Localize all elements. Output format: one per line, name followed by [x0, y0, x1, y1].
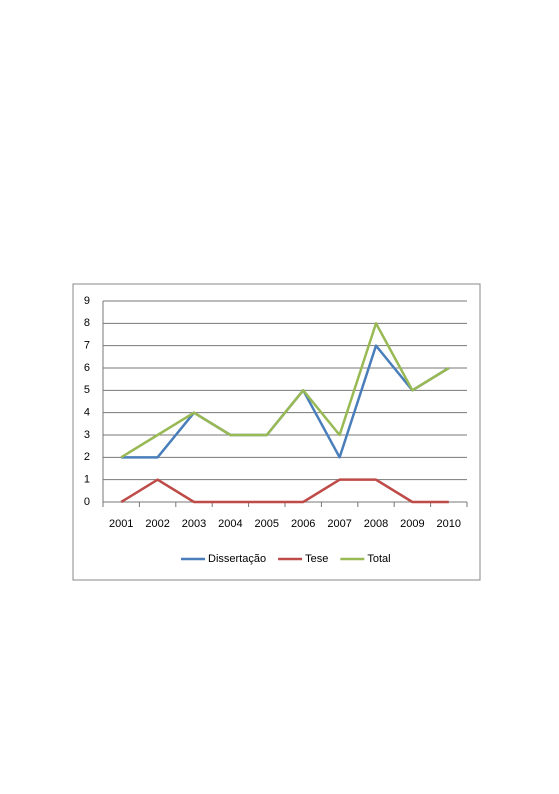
x-tick-label: 2003	[182, 518, 206, 530]
y-tick-label: 2	[84, 451, 90, 463]
y-tick-label: 3	[84, 429, 90, 441]
y-tick-label: 6	[84, 362, 90, 374]
legend-label: Tese	[305, 553, 328, 565]
y-tick-label: 0	[84, 496, 90, 508]
y-tick-label: 4	[84, 407, 90, 419]
series-line	[120, 478, 449, 504]
y-tick-label: 1	[84, 474, 90, 486]
y-tick-label: 7	[84, 340, 90, 352]
x-tick-label: 2004	[218, 518, 242, 530]
x-tick-label: 2002	[145, 518, 169, 530]
legend-label: Dissertação	[208, 553, 266, 565]
x-tick-label: 2006	[291, 518, 315, 530]
x-tick-label: 2008	[364, 518, 388, 530]
legend-label: Total	[367, 553, 390, 565]
y-tick-label: 9	[84, 295, 90, 307]
chart-frame	[72, 283, 481, 581]
x-tick-label: 2007	[327, 518, 351, 530]
x-tick-label: 2009	[400, 518, 424, 530]
x-tick-label: 2001	[109, 518, 133, 530]
y-tick-label: 5	[84, 384, 90, 396]
y-tick-label: 8	[84, 317, 90, 329]
series-line	[120, 322, 450, 459]
x-tick-label: 2010	[437, 518, 461, 530]
x-tick-label: 2005	[255, 518, 279, 530]
